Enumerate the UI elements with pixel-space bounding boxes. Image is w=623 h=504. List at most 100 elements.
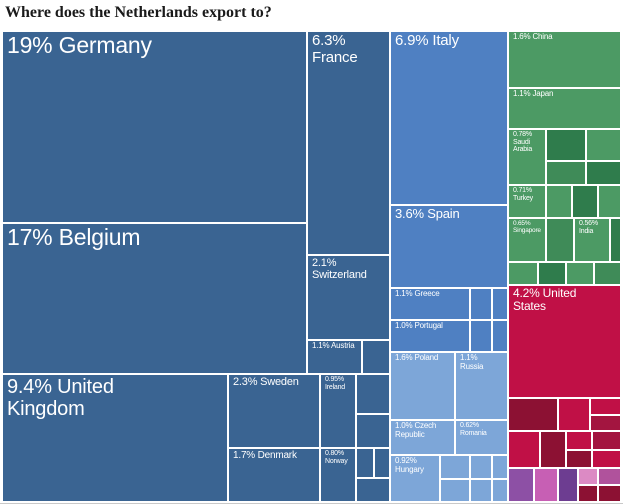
cell-label: 0.62% Romania — [460, 422, 487, 437]
treemap-cell[interactable] — [590, 398, 621, 415]
treemap-cell[interactable] — [572, 185, 598, 218]
treemap-cell-switzerland[interactable]: 2.1% Switzerland — [307, 255, 390, 340]
treemap-cell[interactable] — [566, 262, 594, 285]
treemap-cell-turkey[interactable]: 0.71% Turkey — [508, 185, 546, 218]
cell-label: 0.95% Ireland — [325, 376, 346, 391]
treemap-cell-greece[interactable]: 1.1% Greece — [390, 288, 470, 320]
treemap-cell[interactable] — [492, 320, 508, 352]
cell-label: 1.6% China — [513, 32, 553, 41]
cell-label: 2.3% Sweden — [233, 376, 299, 388]
treemap-cell[interactable] — [592, 450, 621, 468]
cell-label: 0.92% Hungary — [395, 456, 424, 474]
page-title: Where does the Netherlands export to? — [5, 4, 272, 21]
treemap-cell[interactable] — [362, 340, 390, 374]
treemap-cell-italy[interactable]: 6.9% Italy — [390, 31, 508, 205]
cell-label: 9.4% United Kingdom — [7, 376, 114, 420]
cell-label: 0.56% India — [579, 220, 598, 235]
cell-label: 0.78% Saudi Arabia — [513, 131, 533, 154]
cell-label: 19% Germany — [7, 32, 152, 58]
treemap-cell[interactable] — [356, 374, 390, 414]
treemap-cell-japan[interactable]: 1.1% Japan — [508, 88, 621, 129]
treemap-cell[interactable] — [440, 479, 470, 502]
cell-label: 0.80% Norway — [325, 450, 348, 465]
treemap-cell[interactable] — [586, 161, 621, 185]
cell-label: 0.65% Singapore — [513, 220, 541, 235]
treemap-cell-china[interactable]: 1.6% China — [508, 31, 621, 88]
treemap-cell[interactable] — [356, 448, 374, 478]
treemap-cell[interactable] — [546, 161, 586, 185]
cell-label: 3.6% Spain — [395, 206, 460, 221]
treemap-cell[interactable] — [586, 129, 621, 161]
treemap-cell[interactable] — [470, 320, 492, 352]
treemap-cell[interactable] — [470, 455, 492, 479]
treemap-cell-ireland[interactable]: 0.95% Ireland — [320, 374, 356, 448]
treemap-cell[interactable] — [540, 431, 566, 468]
cell-label: 0.71% Turkey — [513, 187, 533, 202]
treemap-cell[interactable] — [492, 288, 508, 320]
cell-label: 1.1% Austria — [312, 341, 355, 350]
treemap-cell[interactable] — [546, 129, 586, 161]
cell-label: 1.1% Russia — [460, 353, 484, 371]
cell-label: 1.1% Japan — [513, 89, 554, 98]
cell-label: 6.9% Italy — [395, 32, 459, 49]
treemap-cell-spain[interactable]: 3.6% Spain — [390, 205, 508, 288]
treemap-cell-germany[interactable]: 19% Germany — [2, 31, 307, 223]
treemap-cell[interactable] — [440, 455, 470, 479]
treemap-cell[interactable] — [546, 218, 574, 262]
cell-label: 1.6% Poland — [395, 353, 439, 362]
cell-label: 1.1% Greece — [395, 289, 440, 298]
treemap-cell[interactable] — [578, 485, 598, 502]
treemap-cell-singapore[interactable]: 0.65% Singapore — [508, 218, 546, 262]
cell-label: 2.1% Switzerland — [312, 257, 367, 282]
treemap-cell[interactable] — [558, 468, 578, 502]
treemap-cell-india[interactable]: 0.56% India — [574, 218, 610, 262]
treemap-cell[interactable] — [566, 450, 592, 468]
treemap-cell[interactable] — [508, 468, 534, 502]
cell-label: 1.0% Czech Republic — [395, 421, 437, 439]
treemap-cell[interactable] — [598, 468, 621, 485]
treemap-cell[interactable] — [558, 398, 590, 431]
treemap-cell[interactable] — [492, 479, 508, 502]
treemap-cell-sweden[interactable]: 2.3% Sweden — [228, 374, 320, 448]
treemap-cell-norway[interactable]: 0.80% Norway — [320, 448, 356, 502]
treemap-cell-saudi-arabia[interactable]: 0.78% Saudi Arabia — [508, 129, 546, 185]
cell-label: 17% Belgium — [7, 224, 141, 250]
treemap-cell-russia[interactable]: 1.1% Russia — [455, 352, 508, 420]
treemap-cell-romania[interactable]: 0.62% Romania — [455, 420, 508, 455]
treemap-cell[interactable] — [356, 414, 390, 448]
treemap-cell[interactable] — [508, 431, 540, 468]
treemap-cell-austria[interactable]: 1.1% Austria — [307, 340, 362, 374]
cell-label: 4.2% United States — [513, 286, 577, 314]
treemap-cell-portugal[interactable]: 1.0% Portugal — [390, 320, 470, 352]
treemap-cell[interactable] — [492, 455, 508, 479]
treemap: 19% Germany 6.3% France 17% Belgium 2.1% Sw… — [2, 31, 621, 502]
treemap-cell-hungary[interactable]: 0.92% Hungary — [390, 455, 440, 502]
cell-label: 1.7% Denmark — [233, 450, 297, 461]
treemap-cell-czech-republic[interactable]: 1.0% Czech Republic — [390, 420, 455, 455]
treemap-cell[interactable] — [578, 468, 598, 485]
cell-label: 1.0% Portugal — [395, 321, 443, 330]
treemap-cell[interactable] — [470, 479, 492, 502]
treemap-cell[interactable] — [356, 478, 390, 502]
treemap-cell[interactable] — [538, 262, 566, 285]
treemap-cell[interactable] — [598, 185, 621, 218]
treemap-cell[interactable] — [508, 262, 538, 285]
treemap-cell-denmark[interactable]: 1.7% Denmark — [228, 448, 320, 502]
treemap-cell[interactable] — [594, 262, 621, 285]
treemap-cell[interactable] — [566, 431, 592, 450]
treemap-cell[interactable] — [598, 485, 621, 502]
treemap-cell[interactable] — [546, 185, 572, 218]
treemap-cell[interactable] — [610, 218, 621, 262]
treemap-cell-belgium[interactable]: 17% Belgium — [2, 223, 307, 374]
treemap-cell-france[interactable]: 6.3% France — [307, 31, 390, 255]
treemap-cell[interactable] — [470, 288, 492, 320]
cell-label: 6.3% France — [312, 32, 358, 66]
treemap-cell[interactable] — [592, 431, 621, 450]
treemap-cell-poland[interactable]: 1.6% Poland — [390, 352, 455, 420]
treemap-cell[interactable] — [590, 415, 621, 431]
treemap-cell[interactable] — [534, 468, 558, 502]
treemap-cell[interactable] — [508, 398, 558, 431]
treemap-cell-united-kingdom[interactable]: 9.4% United Kingdom — [2, 374, 228, 502]
treemap-cell-united-states[interactable]: 4.2% United States — [508, 285, 621, 398]
treemap-cell[interactable] — [374, 448, 390, 478]
